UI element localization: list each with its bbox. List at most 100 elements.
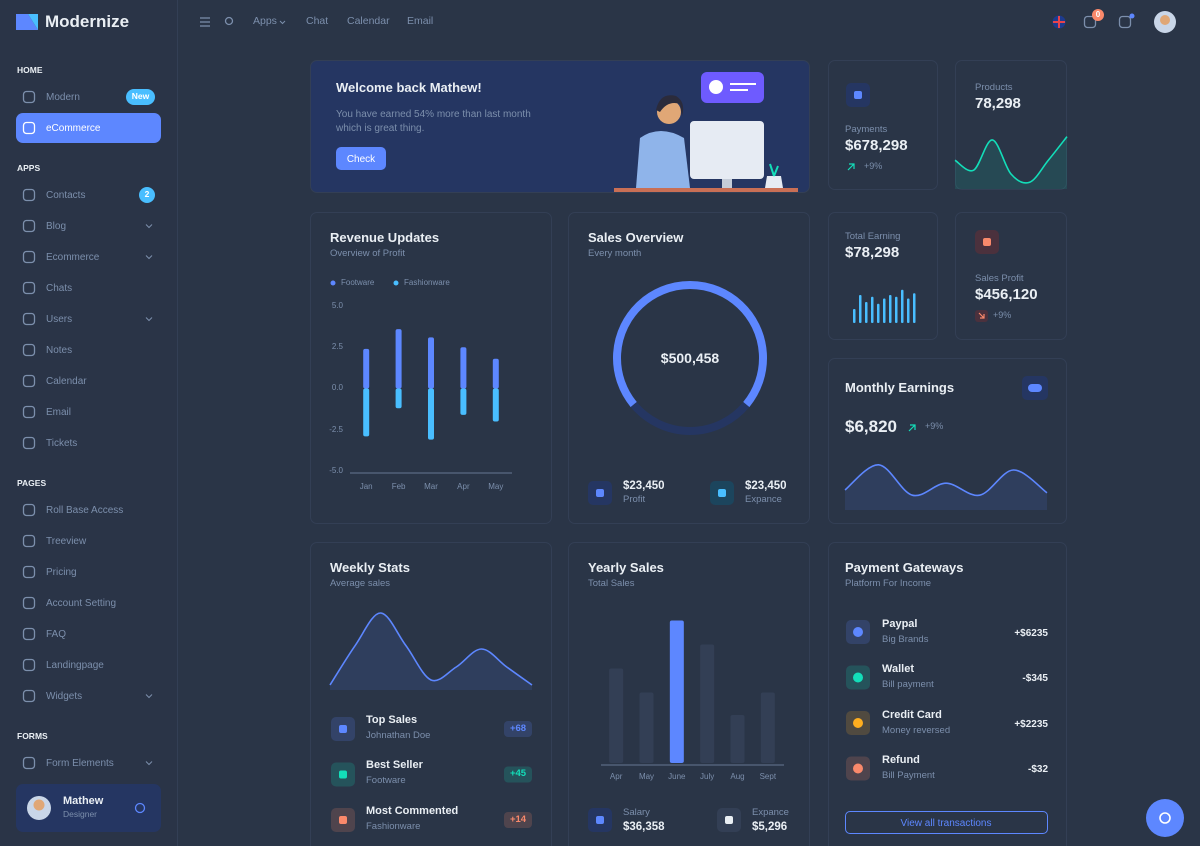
sidebar-item[interactable]: Email [46,406,72,418]
welcome-title: Welcome back Mathew! [336,79,482,95]
stat-change: +9% [925,421,944,432]
bar [363,348,370,389]
stat-label: Sales Profit [975,272,1024,284]
area [845,464,1047,510]
card-title: Weekly Stats [330,559,410,575]
bar [669,620,684,763]
check-button[interactable] [336,147,386,170]
x-tick-label: Apr [457,481,470,491]
bar [395,388,402,409]
icon [853,718,863,728]
stat-value: 78,298 [975,95,1021,113]
stat-change: +9% [993,310,1012,321]
settings-button[interactable] [1146,799,1184,837]
payments-card [828,60,938,190]
bar [859,295,862,323]
trend-arrow [908,424,916,432]
brand: Modernize [45,11,130,31]
icon [983,238,991,246]
user-role: Designer [63,809,98,820]
icon [22,90,36,104]
gateway-subtitle: Bill payment [882,679,934,691]
icon [22,343,36,357]
legend-marker [393,280,399,286]
bar [730,715,745,763]
icon [22,503,36,517]
illustration [656,95,684,116]
sidebar-item[interactable]: Roll Base Access [46,504,124,516]
sidebar-item[interactable]: FAQ [46,628,67,640]
sidebar-item[interactable]: Account Setting [46,597,117,609]
view-all-button[interactable] [845,811,1048,834]
stat-value: $678,298 [845,137,908,155]
sidebar-item[interactable]: Treeview [46,535,87,547]
chevron [279,20,286,25]
sidebar-item[interactable]: Contacts [46,189,86,201]
top-nav-link[interactable]: Calendar [347,15,390,28]
card-title: Monthly Earnings [845,379,955,395]
illustration [636,131,690,188]
sidebar-item[interactable]: eCommerce [46,122,101,134]
value-pill [504,721,532,737]
x-tick-label: Apr [609,771,623,781]
bar [865,302,868,323]
icon [22,250,36,264]
stat-label: Salary [623,806,650,818]
stat-value: $36,358 [623,820,665,833]
top-nav-link[interactable]: Apps [253,15,277,28]
value-pill [504,766,532,783]
sidebar-item[interactable]: Landingpage [46,659,104,671]
illustration [769,163,779,177]
badge [139,187,155,203]
sidebar-item[interactable]: Tickets [46,437,78,449]
value-pill [504,812,532,828]
chevron [145,255,153,260]
sidebar-item[interactable]: Widgets [46,690,83,702]
illustration [701,72,764,103]
top-nav-link[interactable]: Email [407,15,434,28]
cart-count: 0 [1095,9,1101,19]
icon [22,565,36,579]
sidebar-item[interactable]: Notes [46,344,73,356]
item-title: Best Seller [366,759,423,772]
gateway-name: Credit Card [882,708,942,721]
bar [639,692,654,763]
illustration [722,179,732,188]
welcome-text: You have earned 54% more than last month… [336,108,531,134]
sidebar-item[interactable]: Ecommerce [46,251,100,263]
card-subtitle: Every month [588,247,642,259]
gateway-amount: +$6235 [1014,627,1048,639]
stat-value: $23,450 [623,479,665,492]
stat-value: $23,450 [745,479,787,492]
icon [22,627,36,641]
button-label[interactable]: Check [346,153,376,165]
y-tick-label: -2.5 [329,424,343,434]
trend-arrow [847,163,855,171]
sidebar-item[interactable]: Users [46,313,73,325]
bar [363,388,370,437]
top-nav-link[interactable]: Chat [306,15,329,28]
button-label[interactable]: View all transactions [900,817,992,829]
nav-item-active[interactable] [16,113,161,143]
item-subtitle: Fashionware [366,820,421,832]
donut-total: $500,458 [660,349,720,366]
sidebar-item[interactable]: Blog [46,220,67,232]
sales-profit-card [955,212,1067,340]
card-title: Revenue Updates [330,229,440,245]
sidebar-item[interactable]: Calendar [46,375,87,387]
bar [760,692,775,763]
sidebar-item[interactable]: Modern [46,91,80,103]
bar [700,644,715,763]
card-title: Sales Overview [588,229,684,245]
sidebar-item[interactable]: Pricing [46,566,77,578]
sidebar-item[interactable]: Chats [46,282,73,294]
legend-label: Footware [341,277,375,287]
sales-overview-card [568,212,810,524]
gateway-subtitle: Money reversed [882,724,951,736]
icon [22,281,36,295]
search-icon [224,16,234,26]
sidebar-item[interactable]: Form Elements [46,757,114,769]
logout-icon [134,802,146,814]
sidebar-section-title: APPS [17,163,41,174]
bar [907,298,910,323]
